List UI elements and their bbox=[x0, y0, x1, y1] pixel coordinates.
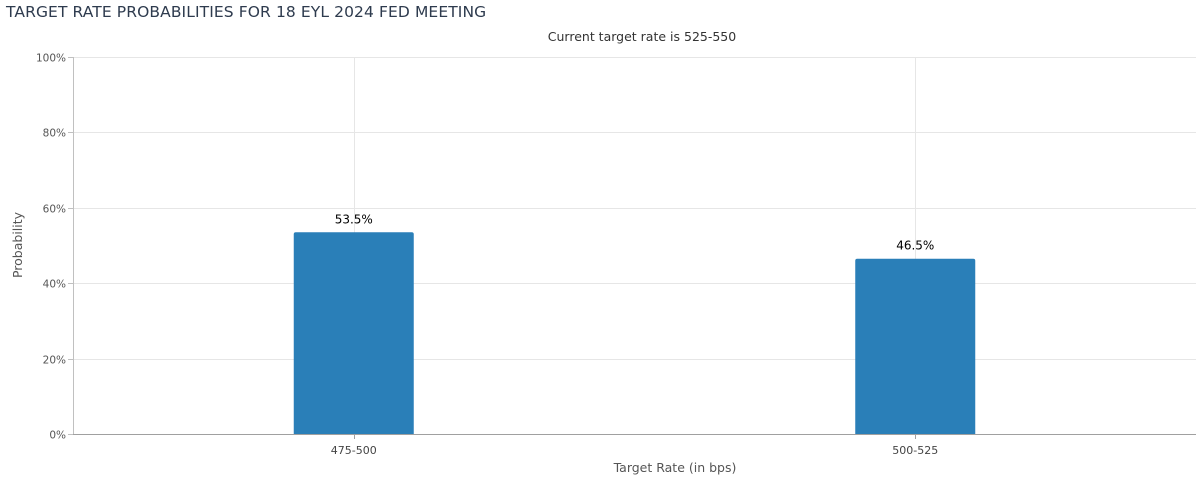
grid-lines bbox=[73, 57, 1196, 434]
y-tick-label: 40% bbox=[43, 279, 66, 291]
x-tick-label: 475-500 bbox=[331, 444, 377, 457]
y-axis-label: Probability bbox=[10, 211, 25, 278]
x-axis-label: Target Rate (in bps) bbox=[613, 460, 737, 475]
labels: Current target rate is 525-550 Target Ra… bbox=[10, 29, 938, 475]
page-title: TARGET RATE PROBABILITIES FOR 18 EYL 202… bbox=[6, 3, 487, 21]
y-tick-label: 20% bbox=[43, 355, 66, 367]
chart-subtitle: Current target rate is 525-550 bbox=[548, 29, 736, 44]
bar-475-500 bbox=[293, 232, 414, 434]
data-label: 53.5% bbox=[335, 212, 373, 226]
y-tick-label: 80% bbox=[43, 128, 66, 140]
y-tick-label: 100% bbox=[36, 53, 66, 65]
bar-500-525 bbox=[855, 258, 976, 434]
bars bbox=[293, 232, 976, 434]
axes bbox=[68, 57, 1196, 439]
y-tick-label: 60% bbox=[43, 204, 66, 216]
data-label: 46.5% bbox=[896, 239, 934, 253]
x-tick-label: 500-525 bbox=[892, 444, 938, 457]
y-tick-label: 0% bbox=[49, 430, 66, 442]
